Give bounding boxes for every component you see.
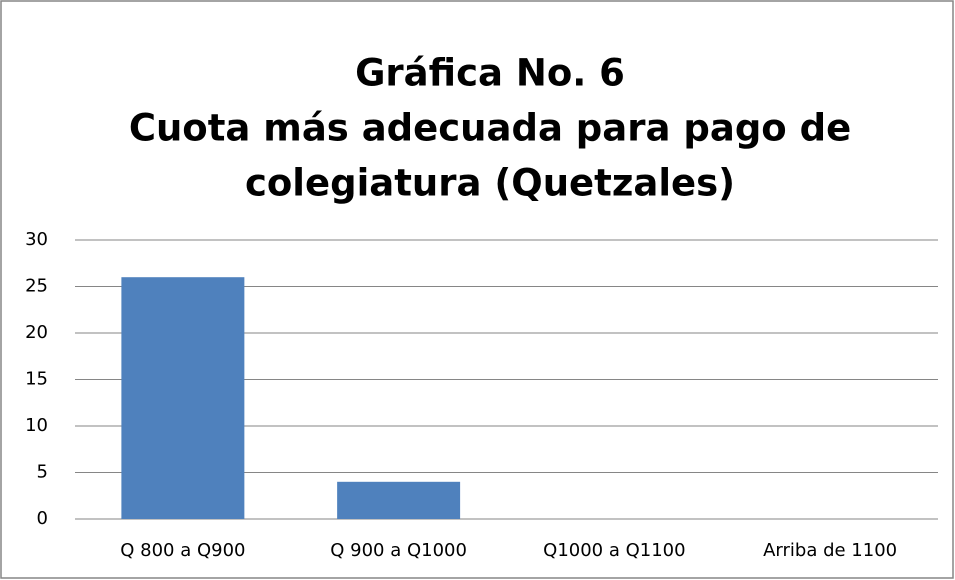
chart-title: Gráfica No. 6 <box>355 52 625 95</box>
y-tick-label: 25 <box>25 276 48 297</box>
y-tick-label: 5 <box>37 462 48 483</box>
bar <box>337 481 461 519</box>
y-tick-label: 15 <box>25 369 48 390</box>
y-tick-label: 10 <box>25 415 48 436</box>
chart-title: colegiatura (Quetzales) <box>245 162 735 205</box>
x-tick-label: Q1000 a Q1100 <box>543 540 685 561</box>
y-tick-label: 0 <box>37 508 48 529</box>
y-tick-label: 20 <box>25 322 48 343</box>
y-tick-label: 30 <box>25 229 48 250</box>
bar <box>121 277 245 519</box>
x-tick-label: Arriba de 1100 <box>763 540 897 561</box>
chart-title: Cuota más adecuada para pago de <box>129 107 851 150</box>
x-tick-label: Q 800 a Q900 <box>120 540 245 561</box>
x-tick-label: Q 900 a Q1000 <box>330 540 467 561</box>
